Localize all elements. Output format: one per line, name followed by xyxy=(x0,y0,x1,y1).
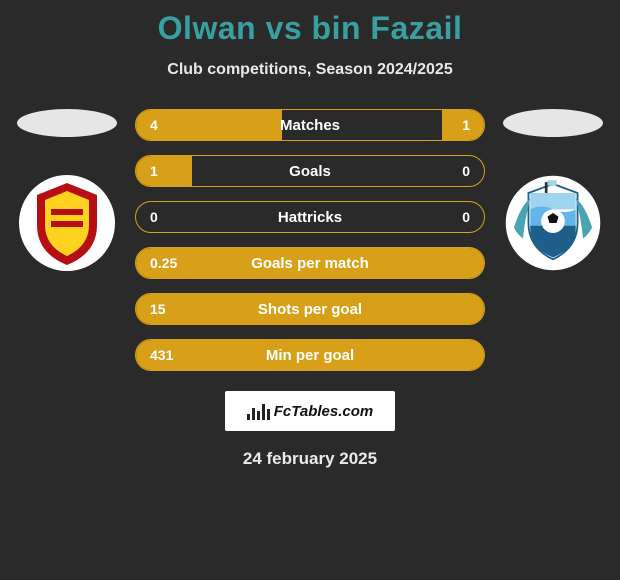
stat-row: 0Hattricks0 xyxy=(135,201,485,233)
right-player-oval xyxy=(503,109,603,137)
stat-label: Min per goal xyxy=(136,347,484,364)
stat-label: Goals xyxy=(136,163,484,180)
page-title: Olwan vs bin Fazail xyxy=(0,0,620,47)
stat-row: 0.25Goals per match xyxy=(135,247,485,279)
left-club-crest xyxy=(17,173,117,273)
right-crest-svg xyxy=(503,173,603,273)
subtitle: Club competitions, Season 2024/2025 xyxy=(0,61,620,79)
stats-column: 4Matches11Goals00Hattricks00.25Goals per… xyxy=(135,109,485,371)
left-player-column xyxy=(17,109,117,273)
stat-label: Goals per match xyxy=(136,255,484,272)
branding-text: FcTables.com xyxy=(274,403,373,420)
date-label: 24 february 2025 xyxy=(0,449,620,469)
comparison-layout: 4Matches11Goals00Hattricks00.25Goals per… xyxy=(0,109,620,371)
stat-row: 1Goals0 xyxy=(135,155,485,187)
stat-value-right: 1 xyxy=(462,117,470,133)
stat-value-right: 0 xyxy=(462,209,470,225)
stat-label: Matches xyxy=(136,117,484,134)
left-player-oval xyxy=(17,109,117,137)
stat-row: 15Shots per goal xyxy=(135,293,485,325)
stat-row: 431Min per goal xyxy=(135,339,485,371)
right-club-crest xyxy=(503,173,603,273)
stat-label: Hattricks xyxy=(136,209,484,226)
branding-badge: FcTables.com xyxy=(225,391,395,431)
stat-row: 4Matches1 xyxy=(135,109,485,141)
branding-bars-icon xyxy=(247,402,270,420)
stat-value-right: 0 xyxy=(462,163,470,179)
left-crest-svg xyxy=(17,173,117,273)
stat-label: Shots per goal xyxy=(136,301,484,318)
right-player-column xyxy=(503,109,603,273)
